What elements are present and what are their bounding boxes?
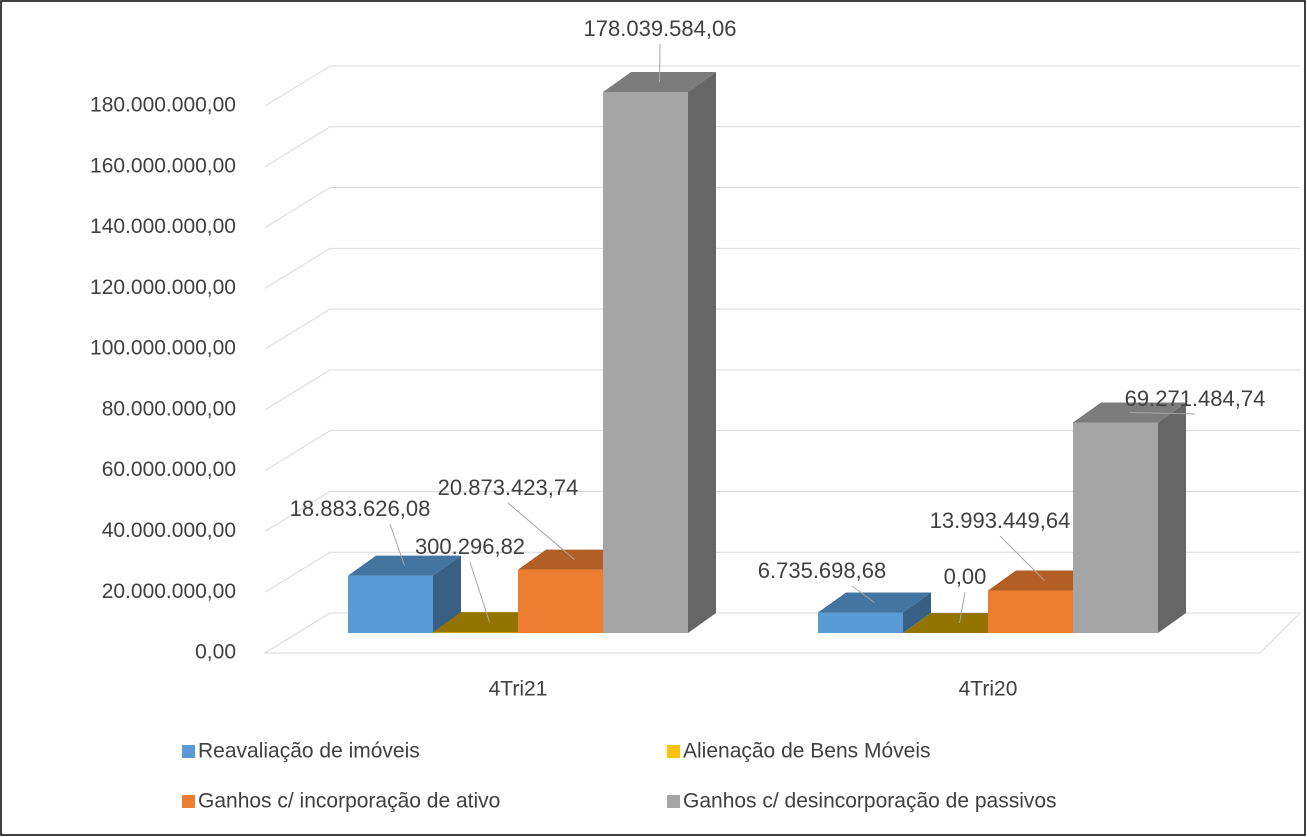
grid-line (264, 126, 331, 168)
leader-line (469, 561, 490, 623)
bar-front (518, 569, 603, 633)
legend-label: Ganhos c/ desincorporação de passivos (683, 790, 1057, 813)
legend-label: Alienação de Bens Móveis (683, 740, 930, 763)
legend-swatch (667, 745, 680, 758)
grid-line (264, 369, 331, 411)
data-label: 13.993.449,64 (930, 508, 1071, 533)
y-tick-label: 160.000.000,00 (90, 154, 236, 177)
grid-line (264, 551, 331, 593)
leader-line (999, 535, 1045, 581)
legend-swatch (667, 795, 680, 808)
legend-swatch (182, 745, 195, 758)
data-label: 178.039.584,06 (584, 16, 737, 41)
leader-line (1129, 411, 1196, 415)
data-label: 300.296,82 (415, 534, 525, 559)
y-tick-label: 140.000.000,00 (90, 215, 236, 238)
grid-line (264, 308, 331, 350)
grid-line (264, 612, 331, 654)
y-tick-label: 60.000.000,00 (102, 458, 236, 481)
legend-label: Ganhos c/ incorporação de ativo (198, 790, 500, 813)
bar (1073, 402, 1186, 633)
y-tick-label: 80.000.000,00 (102, 397, 236, 420)
data-label: 0,00 (944, 564, 987, 589)
bar-side (433, 555, 461, 633)
leader-line (851, 585, 875, 603)
bar-front (1073, 422, 1158, 633)
y-tick-label: 100.000.000,00 (90, 337, 236, 360)
data-label: 69.271.484,74 (1125, 386, 1266, 411)
bar-side (1158, 402, 1186, 633)
bar (603, 71, 716, 633)
leader-line (507, 502, 575, 560)
data-label: 18.883.626,08 (290, 496, 431, 521)
legend-label: Reavaliação de imóveis (198, 740, 420, 763)
grid-line (264, 187, 331, 228)
y-tick-label: 120.000.000,00 (90, 276, 236, 299)
y-tick-label: 40.000.000,00 (102, 519, 236, 542)
bar-front (818, 612, 903, 633)
leader-line (659, 43, 661, 82)
grid-line (264, 247, 331, 289)
x-tick-label: 4Tri20 (959, 678, 1018, 701)
grid-line (264, 430, 331, 472)
data-label: 20.873.423,74 (438, 475, 579, 500)
leader-line (959, 591, 966, 624)
leader-line (389, 523, 405, 566)
y-tick-label: 20.000.000,00 (102, 580, 236, 603)
legend-swatch (182, 795, 195, 808)
grid-line (264, 491, 331, 532)
y-tick-label: 180.000.000,00 (90, 94, 236, 117)
x-tick-label: 4Tri21 (489, 678, 548, 701)
bar-front (988, 590, 1073, 633)
y-tick-label: 0,00 (195, 641, 236, 664)
grid-line (264, 65, 331, 107)
bar (348, 555, 461, 633)
data-label: 6.735.698,68 (758, 558, 886, 583)
bar-side (903, 592, 931, 633)
bar-front (603, 91, 688, 633)
bar-front (348, 575, 433, 633)
bar-front (433, 632, 518, 633)
bar-side (688, 71, 716, 633)
